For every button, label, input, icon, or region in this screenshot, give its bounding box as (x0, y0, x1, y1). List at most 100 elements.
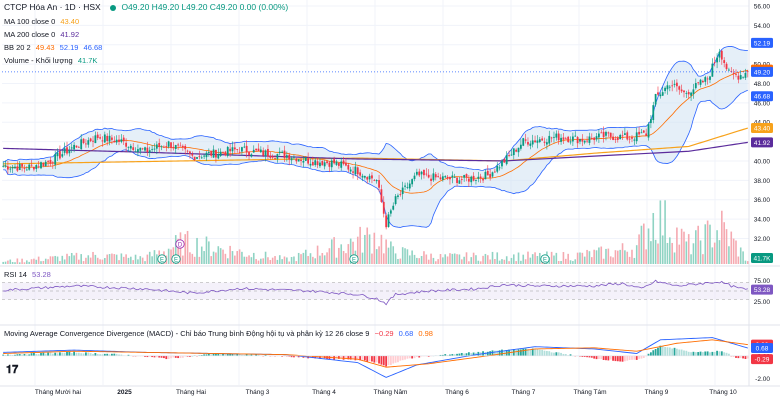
volume-bar (555, 252, 558, 264)
macd-histogram-bar (418, 355, 421, 358)
volume-bar (4, 261, 7, 264)
candle-body (437, 176, 440, 177)
symbol-title[interactable]: CTCP Hóa An · 1D · HSX (4, 2, 101, 12)
candle-body (517, 147, 520, 153)
volume-bar (626, 251, 629, 264)
volume-bar (449, 253, 451, 264)
candle-body (548, 135, 551, 144)
volume-bar (130, 256, 132, 264)
candle-body (626, 132, 629, 140)
volume-bar (182, 255, 184, 264)
macd-histogram-bar (640, 355, 643, 359)
macd-histogram-bar (451, 354, 454, 356)
tradingview-logo[interactable]: 𝟏𝟕 (6, 364, 19, 376)
price-axis-box: 46.68 (751, 91, 773, 102)
macd-histogram-bar (42, 352, 45, 356)
volume-bar (196, 237, 198, 264)
macd-histogram-bar (189, 355, 191, 357)
candle-body (716, 57, 718, 63)
candle-body (418, 171, 421, 176)
macd-histogram-bar (82, 353, 85, 356)
volume-bar (583, 256, 586, 264)
volume-bar (288, 261, 291, 264)
candle-body (92, 140, 94, 142)
volume-bar (479, 261, 482, 264)
macd-histogram-bar (361, 355, 364, 360)
macd-histogram-bar (744, 355, 747, 360)
macd-histogram-bar (207, 353, 210, 356)
volume-bar (82, 261, 85, 264)
macd-histogram-bar (609, 355, 612, 360)
candle-body (382, 201, 385, 214)
bb-legend[interactable]: BB 20 2 49.43 52.19 46.68 (4, 43, 103, 52)
volume-bar (458, 254, 461, 264)
ma100-legend[interactable]: MA 100 close 0 43.40 (4, 17, 80, 26)
macd-legend[interactable]: Moving Average Convergence Divergence (M… (4, 329, 433, 338)
volume-bar (59, 261, 61, 264)
macd-histogram-bar (103, 353, 106, 356)
candle-body (519, 144, 522, 149)
candle-body (638, 131, 640, 135)
volume-bar (94, 254, 97, 264)
candle-body (193, 156, 196, 160)
macd-histogram-bar (612, 355, 614, 361)
candle-body (125, 142, 128, 147)
volume-bar (23, 262, 26, 264)
macd-histogram-bar (607, 355, 610, 361)
candle-body (444, 176, 447, 178)
volume-bar (411, 250, 413, 264)
volume-bar (40, 261, 42, 264)
volume-bar (330, 239, 333, 264)
ma200-legend[interactable]: MA 200 close 0 41.92 (4, 30, 80, 39)
volume-legend[interactable]: Volume - Khối lượng 41.7K (4, 56, 98, 65)
volume-bar (345, 253, 347, 264)
candle-body (702, 80, 704, 83)
volume-bar (446, 256, 449, 264)
candle-body (321, 160, 324, 166)
candle-body (127, 146, 130, 148)
volume-bar (286, 257, 288, 264)
macd-histogram-bar (668, 347, 671, 356)
volume-bar (174, 235, 177, 264)
macd-signal-line (3, 339, 748, 368)
volume-bar (562, 252, 565, 264)
volume-bar (531, 254, 534, 264)
candle-body (146, 147, 149, 153)
macd-histogram-bar (120, 354, 123, 356)
volume-bar (375, 249, 378, 264)
candle-body (408, 183, 411, 189)
candle-body (697, 82, 700, 84)
macd-histogram-bar (80, 353, 83, 356)
volume-bar (442, 257, 444, 264)
candle-body (529, 143, 532, 146)
rsi-legend[interactable]: RSI 14 53.28 (4, 270, 51, 279)
volume-bar (661, 235, 664, 264)
macd-histogram-bar (47, 352, 49, 356)
candle-body (155, 144, 158, 149)
candle-body (337, 163, 340, 166)
volume-bar (420, 256, 423, 264)
volume-bar (127, 257, 130, 264)
volume-bar (520, 260, 522, 264)
volume-bar (607, 248, 610, 264)
candle-body (49, 159, 52, 164)
volume-bar (335, 257, 338, 264)
candle-body (21, 163, 23, 167)
macd-histogram-bar (21, 354, 23, 356)
candle-body (706, 78, 709, 80)
macd-histogram-bar (498, 350, 501, 356)
macd-histogram-bar (177, 355, 180, 359)
macd-histogram-bar (96, 353, 99, 356)
volume-bar (333, 237, 335, 264)
rsi-axis-box-text: 53.28 (754, 287, 771, 294)
volume-bar (418, 258, 421, 264)
candle-body (198, 156, 201, 158)
macd-histogram-bar (77, 352, 80, 356)
volume-bar (683, 231, 685, 264)
candle-body (375, 179, 378, 182)
macd-histogram-bar (340, 355, 343, 359)
macd-histogram-bar (68, 351, 71, 356)
volume-bar (387, 247, 390, 264)
volume-bar (42, 260, 45, 264)
